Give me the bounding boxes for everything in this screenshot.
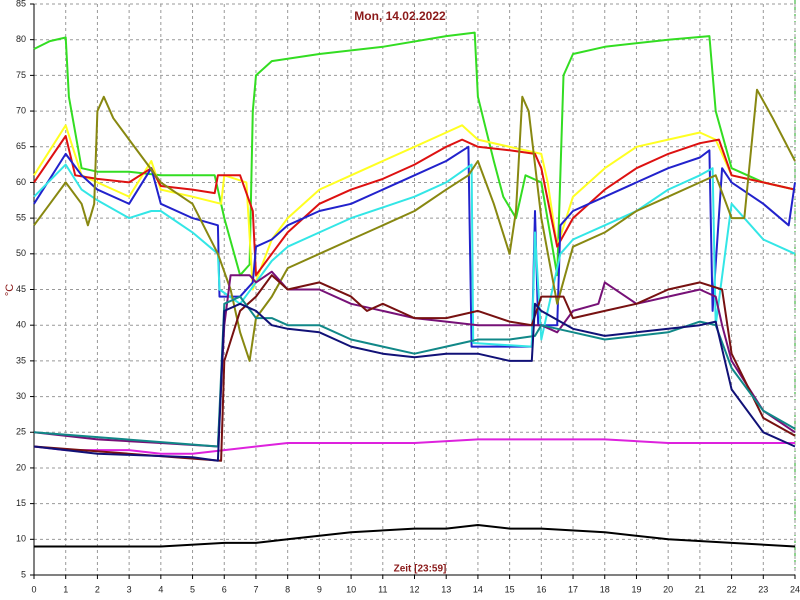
y-tick-label: 30 [16, 391, 26, 401]
y-tick-label: 20 [16, 462, 26, 472]
chart-title: Mon, 14.02.2022 [354, 9, 446, 23]
x-tick-label: 6 [222, 584, 227, 594]
x-tick-label: 17 [568, 584, 578, 594]
y-tick-label: 50 [16, 248, 26, 258]
data-line [33, 88, 796, 362]
y-tick-label: 10 [16, 534, 26, 544]
x-tick-label: 21 [695, 584, 705, 594]
y-tick-label: 15 [16, 498, 26, 508]
y-tick-label: 35 [16, 355, 26, 365]
y-tick-label: 55 [16, 213, 26, 223]
x-tick-label: 7 [253, 584, 258, 594]
x-tick-label: 5 [190, 584, 195, 594]
x-tick-label: 1 [63, 584, 68, 594]
data-line [33, 135, 796, 277]
x-tick-label: 10 [346, 584, 356, 594]
x-tick-label: 22 [727, 584, 737, 594]
y-tick-label: 5 [21, 569, 26, 579]
y-tick-label: 45 [16, 284, 26, 294]
y-axis-label: °C [4, 284, 16, 296]
x-tick-label: 2 [95, 584, 100, 594]
x-tick-label: 13 [441, 584, 451, 594]
y-tick-label: 25 [16, 427, 26, 437]
x-tick-label: 24 [790, 584, 800, 594]
y-tick-label: 70 [16, 105, 26, 115]
y-tick-label: 80 [16, 34, 26, 44]
data-line [34, 524, 796, 548]
data-line [33, 295, 796, 448]
data-line [33, 274, 796, 462]
x-tick-label: 3 [127, 584, 132, 594]
x-tick-label: 20 [663, 584, 673, 594]
y-tick-label: 75 [16, 70, 26, 80]
x-tick-label: 23 [758, 584, 768, 594]
data-line [33, 31, 796, 277]
y-tick-label: 85 [16, 0, 26, 8]
x-tick-label: 14 [473, 584, 483, 594]
x-tick-label: 19 [631, 584, 641, 594]
x-tick-label: 18 [600, 584, 610, 594]
x-tick-label: 15 [505, 584, 515, 594]
x-tick-label: 4 [158, 584, 163, 594]
x-tick-label: 12 [409, 584, 419, 594]
x-tick-label: 8 [285, 584, 290, 594]
x-axis-label: Zeit [23:59] [394, 564, 447, 575]
x-tick-label: 9 [317, 584, 322, 594]
data-line [33, 145, 796, 348]
x-tick-label: 11 [378, 584, 387, 594]
y-tick-label: 40 [16, 320, 26, 330]
data-line [33, 270, 796, 448]
data-line [33, 438, 795, 455]
x-tick-label: 16 [536, 584, 546, 594]
y-tick-label: 60 [16, 177, 26, 187]
y-tick-label: 65 [16, 141, 26, 151]
data-line [33, 302, 796, 462]
data-line [33, 163, 796, 348]
x-tick-label: 0 [31, 584, 36, 594]
